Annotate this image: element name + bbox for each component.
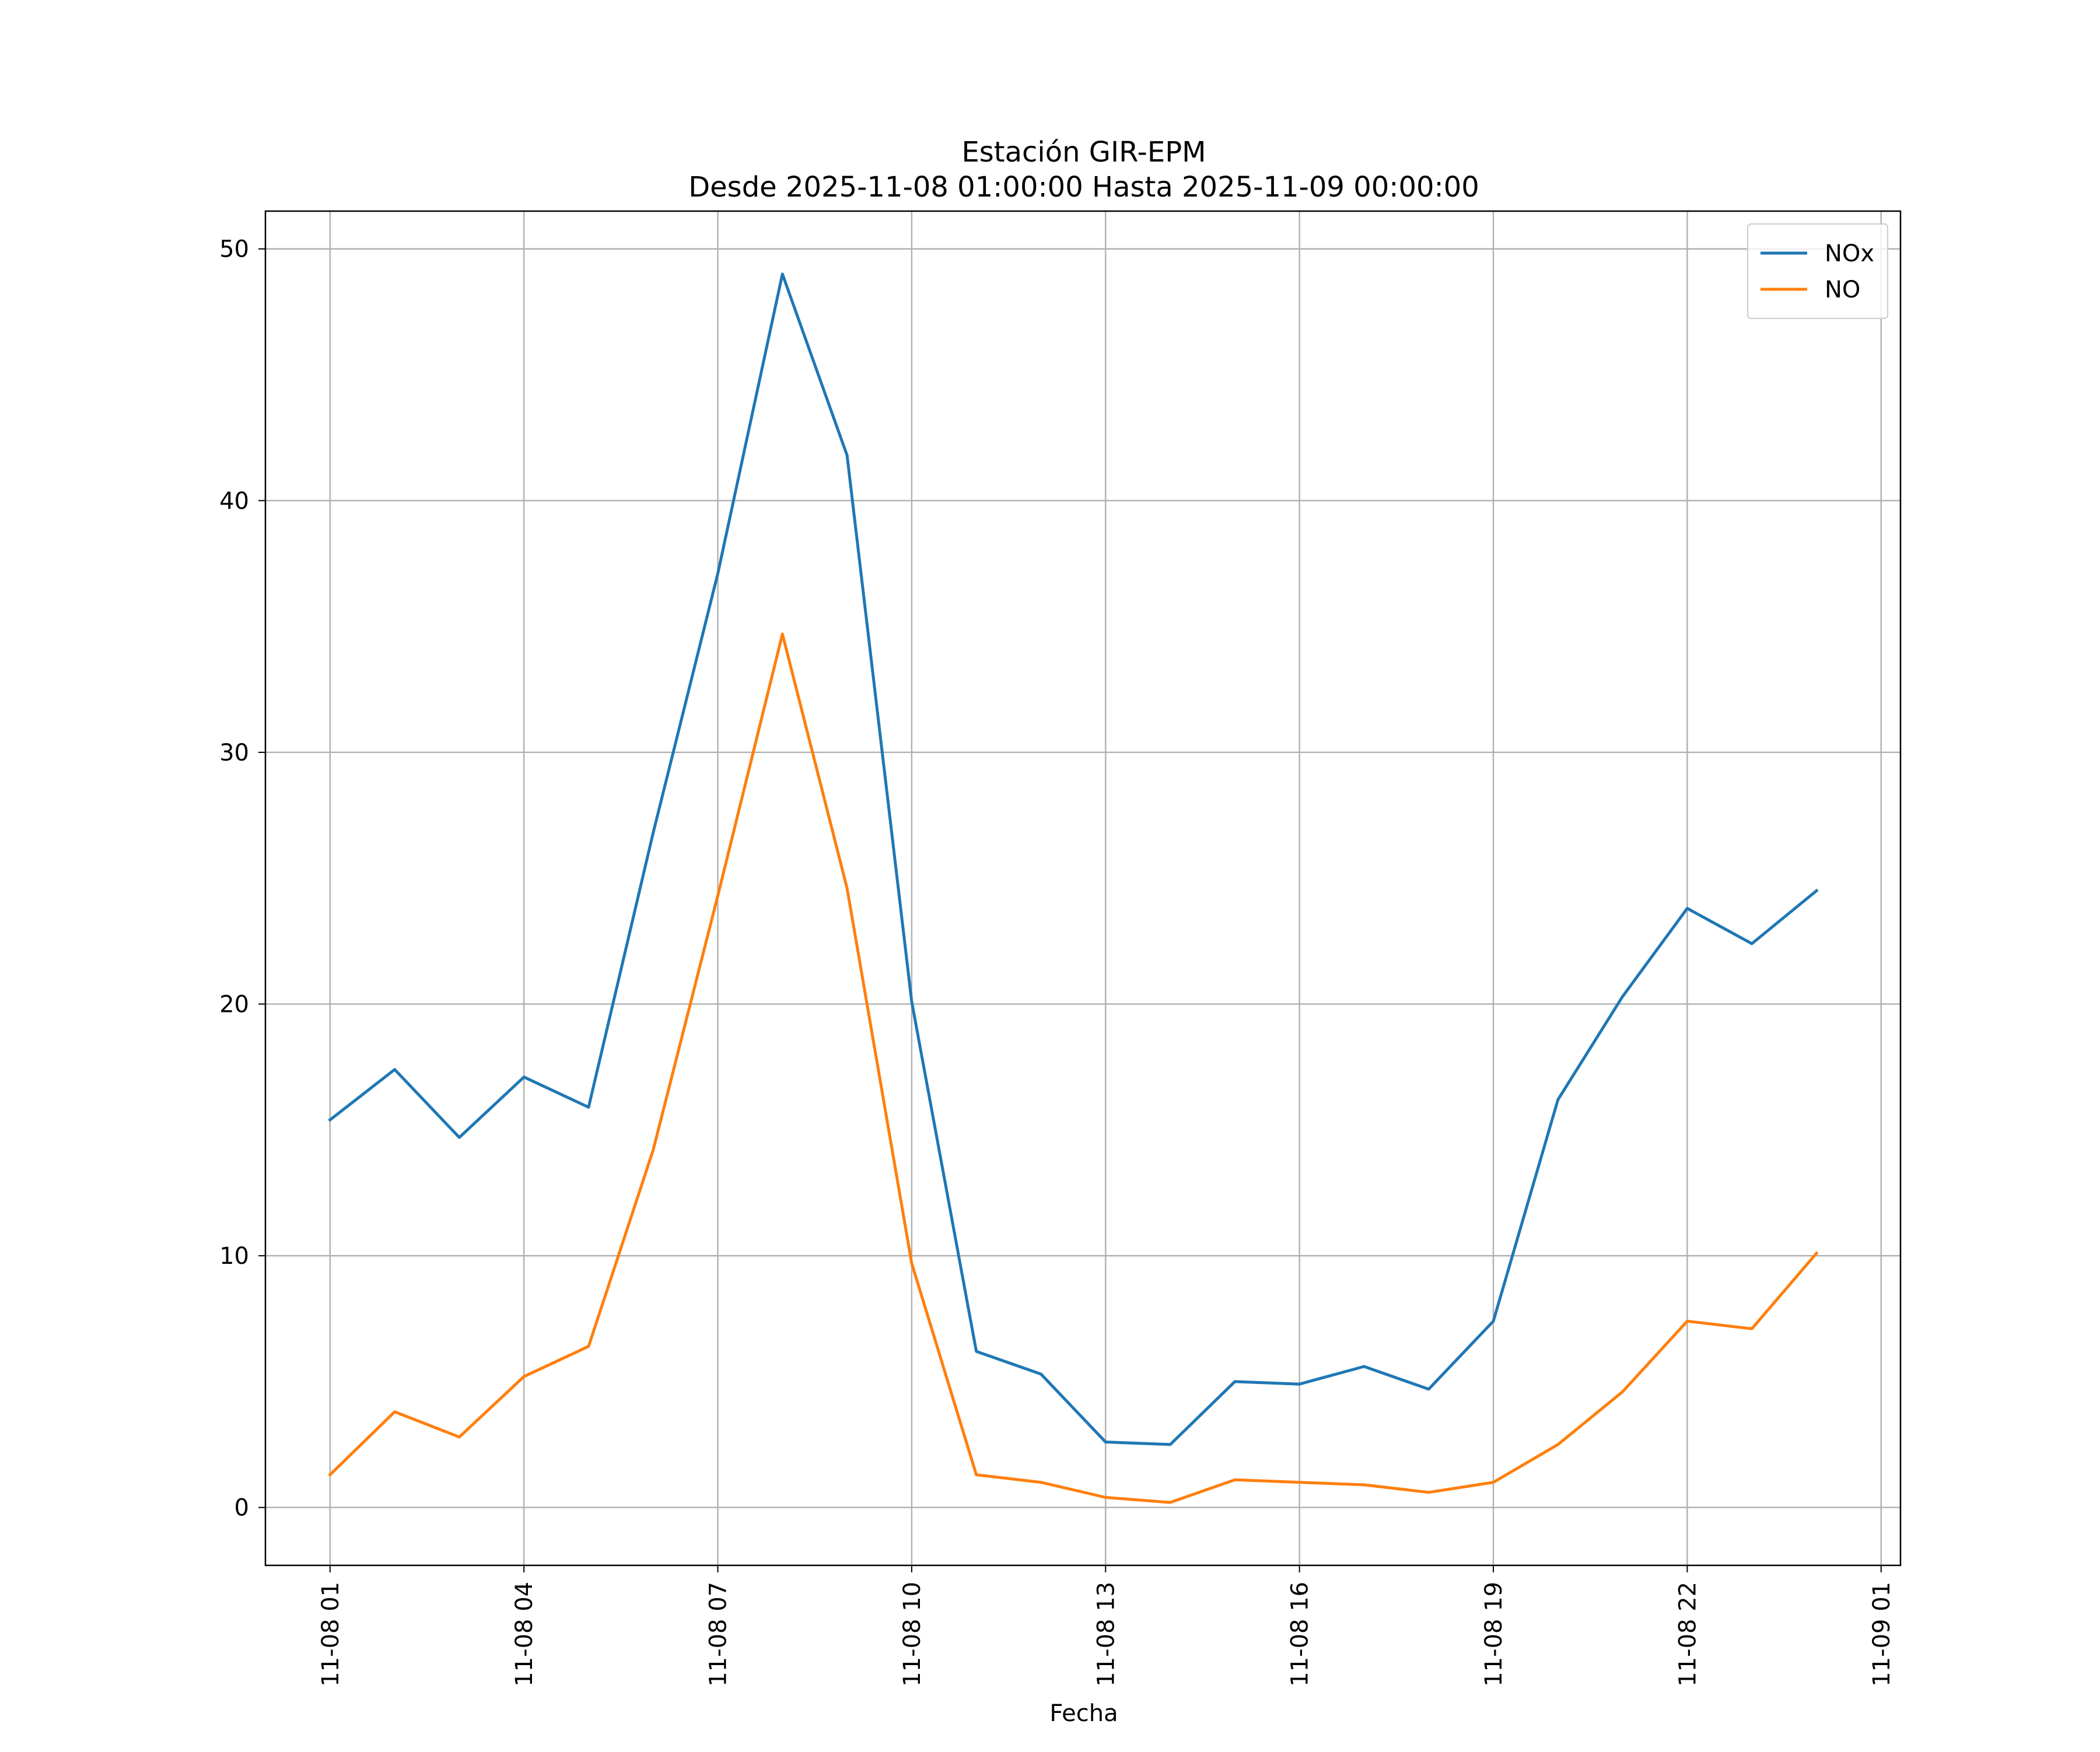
legend-label-no: NO	[1825, 276, 1860, 303]
x-axis-label: Fecha	[1049, 1700, 1118, 1727]
legend: NOx NO	[1747, 223, 1888, 319]
series-lines	[328, 272, 1819, 1504]
x-tick-label: 11-08 19	[1480, 1582, 1507, 1687]
x-tick-label: 11-08 10	[899, 1582, 926, 1687]
x-tick-label: 11-08 16	[1287, 1582, 1314, 1687]
x-tick-label: 11-08 13	[1093, 1582, 1119, 1687]
chart-title: Estación GIR-EPM	[961, 136, 1206, 169]
x-axis-ticks: 11-08 01 11-08 04 11-08 07 11-08 10 11-08 13…	[317, 1565, 1895, 1687]
grid	[265, 211, 1901, 1565]
plot-frame	[264, 210, 1902, 1567]
x-tick-label: 11-08 04	[511, 1582, 538, 1687]
chart-subtitle: Desde 2025-11-08 01:00:00 Hasta 2025-11-…	[688, 171, 1479, 204]
x-tick-label: 11-08 22	[1674, 1582, 1701, 1687]
series-line-nox	[328, 272, 1819, 1446]
y-tick-label: 40	[219, 488, 249, 514]
x-tick-label: 11-08 01	[317, 1582, 344, 1687]
legend-label-nox: NOx	[1825, 240, 1874, 267]
legend-box	[1747, 223, 1888, 319]
x-tick-label: 11-09 01	[1868, 1582, 1895, 1687]
series-line-no	[328, 632, 1819, 1504]
y-tick-label: 10	[219, 1243, 249, 1270]
y-tick-label: 50	[219, 236, 249, 263]
x-tick-label: 11-08 07	[705, 1582, 732, 1687]
y-tick-label: 30	[219, 740, 249, 766]
y-tick-label: 0	[235, 1495, 249, 1522]
y-tick-label: 20	[219, 991, 249, 1018]
y-axis-ticks: 0 10 20 30 40 50	[219, 236, 265, 1522]
